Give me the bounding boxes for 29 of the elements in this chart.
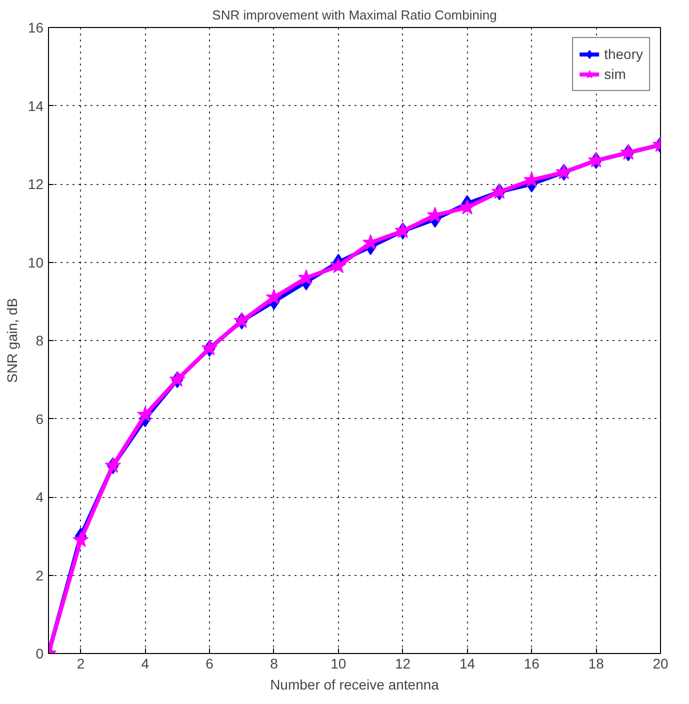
legend-label: sim — [604, 66, 626, 82]
x-axis-title: Number of receive antenna — [270, 676, 440, 692]
x-tick-label: 10 — [330, 656, 346, 672]
y-axis-title: SNR gain, dB — [4, 298, 20, 383]
point — [330, 258, 347, 274]
x-tick-label: 14 — [459, 656, 476, 672]
x-tick-label: 4 — [141, 656, 150, 672]
x-tick-label: 8 — [270, 656, 278, 672]
y-tick-label: 0 — [36, 646, 44, 662]
point — [459, 198, 476, 214]
x-tick-label: 18 — [588, 656, 604, 672]
y-tick-label: 16 — [28, 20, 44, 36]
x-tick-label: 20 — [652, 656, 668, 672]
point — [72, 532, 89, 548]
x-tick-label: 16 — [524, 656, 540, 672]
y-tick-label: 2 — [36, 567, 44, 584]
y-tick-label: 8 — [36, 332, 44, 348]
point — [137, 406, 154, 422]
y-tick-label: 14 — [28, 98, 44, 114]
x-tick-label: 12 — [395, 656, 411, 672]
y-tick-label: 10 — [28, 254, 44, 270]
y-tick-label: 12 — [28, 176, 44, 192]
y-tick-label: 4 — [36, 489, 44, 505]
point — [266, 288, 282, 304]
x-tick-label: 6 — [206, 656, 214, 672]
legend-label: theory — [604, 46, 643, 62]
x-tick-label: 2 — [76, 656, 85, 672]
chart-title: SNR improvement with Maximal Ratio Combining — [212, 8, 497, 22]
y-tick-label: 6 — [36, 410, 44, 427]
